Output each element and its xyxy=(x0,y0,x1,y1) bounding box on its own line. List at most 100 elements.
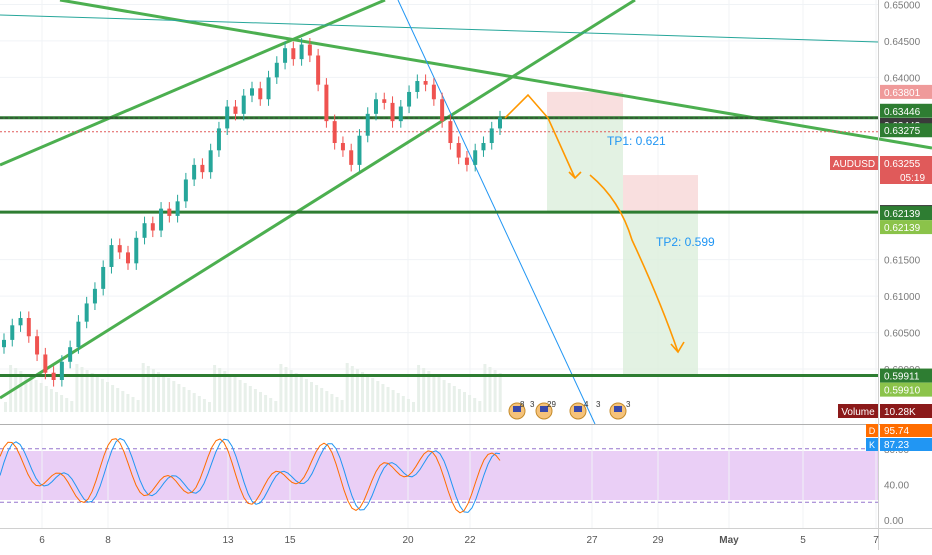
volume-bar xyxy=(29,377,33,412)
volume-bar xyxy=(473,398,477,412)
volume-bar xyxy=(401,396,405,412)
volume-bar xyxy=(19,371,23,412)
volume-bar xyxy=(376,381,380,412)
stoch-d-value: 95.74 xyxy=(884,426,909,437)
volume-bar xyxy=(177,384,181,412)
volume-bar xyxy=(361,372,364,412)
volume-bar xyxy=(335,397,339,412)
volume-bar xyxy=(172,381,176,412)
volume-bar xyxy=(182,387,186,412)
time-tick-label: 15 xyxy=(284,535,296,546)
volume-bar xyxy=(422,368,426,412)
countdown-label: 05:19 xyxy=(900,173,925,184)
volume-bar xyxy=(233,377,237,412)
volume-bar xyxy=(80,367,84,412)
candle-body xyxy=(431,84,436,100)
event-count: 3 xyxy=(596,400,601,409)
projection-path[interactable] xyxy=(504,93,685,354)
time-tick-label: 7 xyxy=(873,535,879,546)
price-tick-label: 0.60500 xyxy=(884,329,921,340)
volume-bar xyxy=(228,374,232,412)
volume-bar xyxy=(55,392,58,412)
stoch-k-tag xyxy=(866,438,878,451)
projection-line[interactable] xyxy=(504,93,679,353)
event-markers[interactable]: 8 3 29 4 3 3 xyxy=(508,400,631,420)
grid-layer xyxy=(0,0,878,528)
volume-bar xyxy=(299,376,303,412)
candle-body xyxy=(332,121,337,144)
volume-bar xyxy=(264,395,268,412)
time-tick-label: 22 xyxy=(464,535,476,546)
stochastic-band xyxy=(0,451,878,500)
candle-body xyxy=(398,106,403,122)
volume-bar xyxy=(289,370,293,412)
candle-body xyxy=(10,325,15,340)
candle-body xyxy=(117,245,122,253)
volume-bar xyxy=(320,388,324,412)
stoch-d-value-tag xyxy=(880,424,932,437)
stoch-k-value: 87.23 xyxy=(884,440,909,451)
candle-body xyxy=(299,44,304,60)
volume-bar xyxy=(4,402,7,412)
volume-bar xyxy=(253,389,257,412)
flag-stripe xyxy=(513,406,521,412)
candle-body xyxy=(473,150,478,165)
volume-bar xyxy=(447,383,451,412)
candle-body xyxy=(101,266,106,289)
volume-bar xyxy=(274,401,278,412)
price-level-tag xyxy=(880,220,932,235)
upper-thin-line[interactable] xyxy=(0,14,879,43)
lower-channel-line[interactable] xyxy=(0,0,636,400)
price-level-label: 0.59910 xyxy=(884,386,921,397)
volume-bar xyxy=(488,367,492,412)
price-level-label: 0.62139 xyxy=(884,223,921,234)
candle-body xyxy=(208,150,213,173)
candle-body xyxy=(216,128,221,151)
upper-channel-line[interactable] xyxy=(0,0,386,167)
time-tick-label: 8 xyxy=(105,535,111,546)
event-count: 4 xyxy=(584,400,589,409)
volume-bar xyxy=(463,392,466,412)
descending-trendline[interactable] xyxy=(59,0,932,150)
candle-body xyxy=(142,223,147,238)
trend-lines[interactable] xyxy=(0,0,932,425)
candle-body xyxy=(382,99,387,103)
candle-body xyxy=(357,135,362,165)
flag-stripe xyxy=(614,406,622,412)
price-level-label: 0.59911 xyxy=(884,372,920,383)
flag-stripe xyxy=(540,406,548,412)
volume-bar xyxy=(406,399,410,412)
candle-body xyxy=(167,208,172,216)
tp1-label[interactable]: TP1: 0.621 xyxy=(607,134,666,148)
candle-body xyxy=(283,48,288,63)
volume-bar xyxy=(391,390,395,412)
volume-tag xyxy=(838,404,878,418)
candle-body xyxy=(92,288,97,304)
stoch-k-line xyxy=(0,437,501,513)
volume-bar xyxy=(310,382,313,412)
candle-body xyxy=(233,106,238,114)
projection-arrow-2 xyxy=(670,341,685,354)
price-level-tag xyxy=(880,103,932,118)
volume-bar xyxy=(121,391,125,412)
candle-body xyxy=(307,44,312,56)
stoch-k-name: K xyxy=(869,440,875,450)
volume-bar xyxy=(498,373,502,412)
volume-bar xyxy=(381,384,385,412)
volume-bar xyxy=(24,374,28,412)
volume-bar xyxy=(106,382,109,412)
volume-bar xyxy=(85,370,89,412)
volume-bar xyxy=(9,365,13,412)
volume-bar xyxy=(90,373,94,412)
stoch-d-name: D xyxy=(869,426,876,436)
volume-bar xyxy=(478,401,482,412)
volume-bar xyxy=(202,399,206,412)
volume-bar xyxy=(468,395,472,412)
candle-body xyxy=(274,62,279,78)
tp2-label[interactable]: TP2: 0.599 xyxy=(656,235,715,249)
time-axis[interactable]: 6 8 13 15 20 22 27 29 May 5 7 xyxy=(39,535,879,546)
candle-body xyxy=(150,223,155,231)
volume-bar xyxy=(294,373,298,412)
